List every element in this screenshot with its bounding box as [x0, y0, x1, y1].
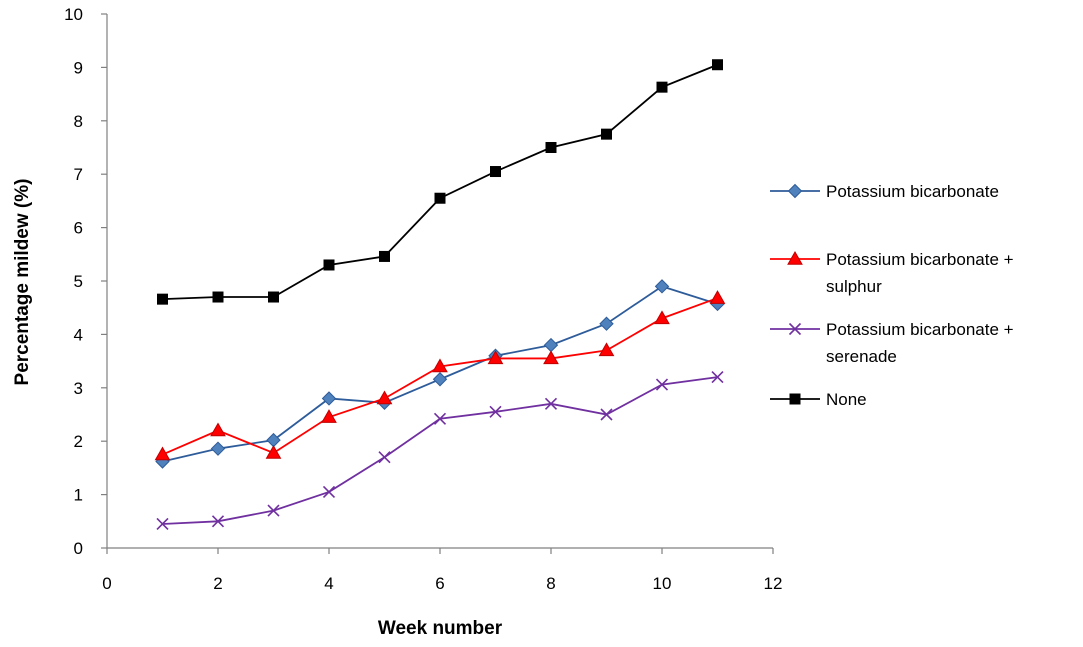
data-point — [157, 293, 168, 305]
legend-label: Potassium bicarbonate — [826, 182, 999, 201]
legend-marker — [789, 393, 801, 405]
legend-label: Potassium bicarbonate + — [826, 250, 1014, 269]
data-point — [211, 515, 225, 528]
data-point — [543, 337, 559, 353]
data-point — [543, 350, 559, 365]
x-tick-label: 8 — [546, 574, 555, 593]
data-point — [545, 142, 557, 153]
data-point — [432, 372, 448, 387]
data-point — [709, 290, 726, 304]
data-point — [156, 517, 169, 531]
series-line — [162, 376, 718, 525]
y-tick-label: 1 — [74, 486, 83, 505]
y-tick-label: 7 — [74, 165, 83, 184]
x-axis-title: Week number — [378, 618, 503, 639]
data-point — [711, 371, 724, 384]
legend-entry-0: Potassium bicarbonate — [770, 182, 999, 201]
legend-entry-2: Potassium bicarbonate + serenade — [770, 320, 1014, 366]
x-tick-label: 0 — [102, 574, 111, 593]
x-tick-label: 2 — [213, 574, 222, 593]
series-1 — [154, 290, 726, 461]
y-tick-label: 0 — [74, 539, 83, 558]
legend-entry-1: Potassium bicarbonate + sulphur — [770, 250, 1014, 296]
data-point — [487, 350, 504, 365]
legend-entry-3: None — [770, 390, 867, 409]
data-point — [432, 358, 448, 373]
data-point — [376, 390, 393, 405]
legend-label: sulphur — [826, 277, 882, 296]
y-tick-label: 4 — [74, 325, 83, 344]
data-point — [598, 342, 615, 357]
y-tick-label: 3 — [74, 379, 83, 398]
data-point — [212, 291, 224, 303]
data-point — [321, 409, 337, 423]
data-point — [544, 397, 558, 410]
legend-label: serenade — [826, 347, 897, 366]
data-point — [321, 391, 337, 406]
data-point — [655, 378, 669, 391]
data-point — [656, 81, 668, 93]
x-tick-label: 4 — [324, 574, 333, 593]
data-point — [712, 59, 723, 71]
legend-label: Potassium bicarbonate + — [826, 320, 1014, 339]
data-point — [434, 192, 446, 204]
data-point — [489, 405, 502, 418]
data-point — [265, 444, 282, 459]
data-point — [654, 279, 670, 294]
data-point — [600, 408, 613, 421]
data-point — [433, 412, 447, 425]
data-point — [379, 250, 390, 262]
data-point — [322, 485, 336, 498]
data-point — [323, 259, 335, 271]
data-point — [268, 291, 279, 303]
data-point — [599, 316, 614, 331]
series-3 — [157, 59, 723, 305]
legend: Potassium bicarbonate Potassium bicarbona… — [770, 182, 1014, 409]
legend-marker — [787, 183, 803, 199]
data-point — [267, 504, 280, 517]
data-point — [490, 166, 501, 178]
legend-marker — [788, 322, 802, 336]
y-tick-label: 5 — [74, 272, 83, 291]
legend-label: None — [826, 390, 867, 409]
y-tick-label: 10 — [64, 5, 83, 24]
data-point — [601, 128, 612, 140]
y-tick-label: 6 — [74, 219, 83, 238]
series-2 — [156, 371, 724, 531]
plot-area — [154, 59, 726, 531]
y-tick-label: 8 — [74, 112, 83, 131]
y-tick-label: 9 — [74, 58, 83, 77]
x-tick-label: 10 — [653, 574, 672, 593]
series-line — [162, 63, 718, 301]
data-point — [266, 432, 281, 448]
y-axis-title: Percentage mildew (%) — [12, 179, 33, 386]
data-point — [210, 441, 226, 456]
data-point — [654, 310, 670, 325]
x-tick-label: 6 — [435, 574, 444, 593]
data-point — [210, 422, 226, 437]
legend-marker — [787, 250, 803, 265]
data-point — [378, 451, 391, 464]
axes — [101, 13, 774, 554]
y-tick-label: 2 — [74, 432, 83, 451]
data-point — [154, 446, 171, 461]
x-tick-label: 12 — [764, 574, 783, 593]
